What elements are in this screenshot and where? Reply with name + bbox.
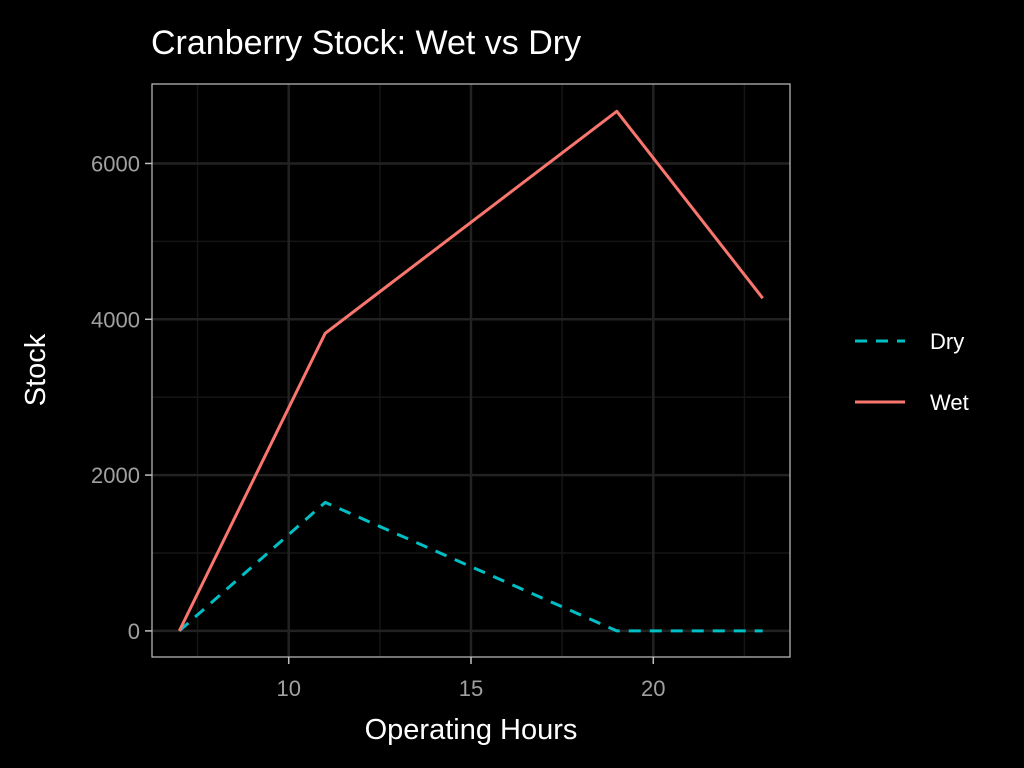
x-axis-title: Operating Hours <box>365 714 578 746</box>
x-axis-ticks: 10 15 20 <box>276 657 666 701</box>
x-tick-label: 10 <box>276 676 300 701</box>
legend: Dry Wet <box>855 329 969 415</box>
y-tick-label: 2000 <box>91 463 140 488</box>
y-axis-ticks: 0 2000 4000 6000 <box>91 151 152 644</box>
legend-label-wet: Wet <box>930 390 969 415</box>
y-tick-label: 0 <box>128 619 140 644</box>
y-tick-label: 4000 <box>91 307 140 332</box>
y-axis-title: Stock <box>20 333 52 406</box>
grid <box>152 84 790 657</box>
y-tick-label: 6000 <box>91 151 140 176</box>
chart-title: Cranberry Stock: Wet vs Dry <box>151 24 581 62</box>
legend-label-dry: Dry <box>930 329 964 354</box>
series-lines <box>177 109 764 633</box>
series-line-wet <box>177 109 764 632</box>
x-tick-label: 20 <box>641 676 665 701</box>
x-tick-label: 15 <box>459 676 483 701</box>
